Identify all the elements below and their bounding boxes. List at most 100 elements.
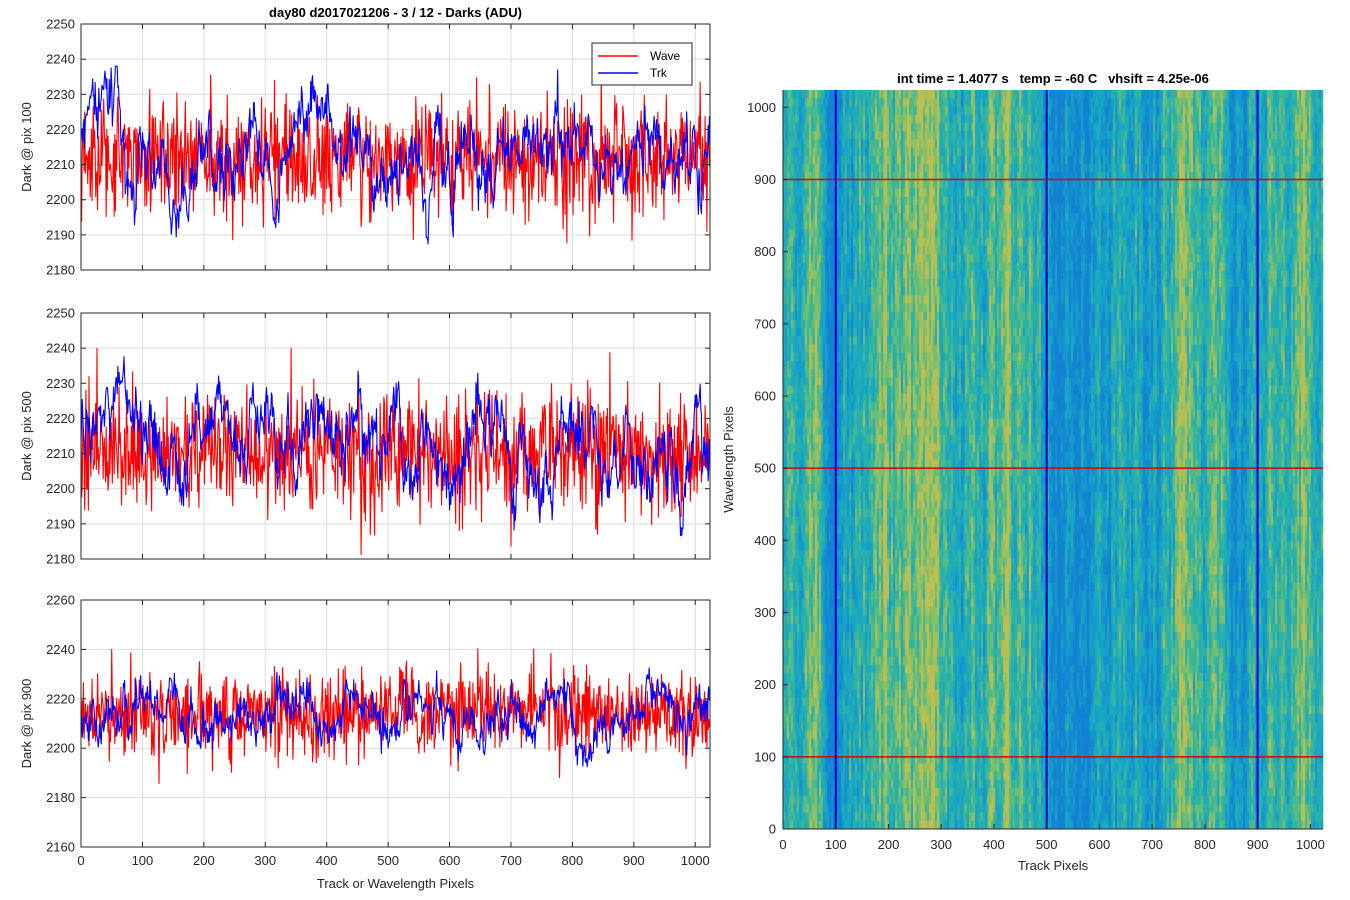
heatmap-cell — [867, 558, 869, 567]
heatmap-cell — [877, 722, 879, 731]
heatmap-cell — [865, 353, 867, 362]
heatmap-cell — [887, 287, 889, 296]
heatmap-cell — [787, 139, 789, 148]
heatmap-cell — [887, 156, 889, 165]
heatmap-cell — [791, 189, 793, 198]
heatmap-cell — [867, 345, 869, 354]
heatmap-cell — [789, 180, 791, 189]
heatmap-cell — [855, 90, 857, 99]
heatmap-cell — [821, 147, 823, 156]
heatmap-cell — [807, 476, 809, 485]
heatmap-cell — [843, 410, 845, 419]
heatmap-cell — [865, 131, 867, 140]
heatmap-cell — [855, 501, 857, 510]
heatmap-cell — [861, 394, 863, 403]
heatmap-cell — [821, 238, 823, 247]
heatmap-cell — [851, 558, 853, 567]
heatmap-cell — [847, 147, 849, 156]
heatmap-cell — [845, 591, 847, 600]
heatmap-cell — [813, 254, 815, 263]
heatmap-cell — [811, 763, 813, 772]
heatmap-cell — [791, 361, 793, 370]
heatmap-cell — [859, 739, 861, 748]
heatmap-cell — [851, 123, 853, 132]
heatmap-cell — [881, 722, 883, 731]
heatmap-cell — [867, 320, 869, 329]
heatmap-cell — [819, 689, 821, 698]
heatmap-cell — [867, 632, 869, 641]
heatmap-cell — [875, 221, 877, 230]
heatmap-cell — [811, 246, 813, 255]
heatmap-cell — [851, 574, 853, 583]
heatmap-cell — [885, 739, 887, 748]
heatmap-cell — [885, 657, 887, 666]
heatmap-cell — [831, 394, 833, 403]
heatmap-cell — [849, 492, 851, 501]
heatmap-cell — [887, 632, 889, 641]
heatmap-cell — [875, 377, 877, 386]
heatmap-cell — [865, 550, 867, 559]
heatmap-cell — [813, 788, 815, 797]
heatmap-cell — [857, 583, 859, 592]
heatmap-cell — [861, 689, 863, 698]
heatmap-cell — [791, 657, 793, 666]
heatmap-cell — [855, 98, 857, 107]
heatmap-cell — [785, 394, 787, 403]
heatmap-cell — [855, 451, 857, 460]
heatmap-cell — [861, 821, 863, 830]
heatmap-cell — [795, 689, 797, 698]
heatmap-cell — [809, 115, 811, 124]
heatmap-cell — [831, 336, 833, 345]
heatmap-cell — [831, 558, 833, 567]
heatmap-cell — [851, 230, 853, 239]
heatmap-cell — [825, 640, 827, 649]
heatmap-cell — [817, 377, 819, 386]
heatmap-cell — [883, 788, 885, 797]
heatmap-cell — [815, 657, 817, 666]
heatmap-cell — [817, 394, 819, 403]
heatmap-cell — [791, 287, 793, 296]
heatmap-cell — [785, 221, 787, 230]
heatmap-cell — [787, 550, 789, 559]
heatmap-cell — [869, 213, 871, 222]
heatmap-cell — [829, 410, 831, 419]
heatmap-cell — [861, 180, 863, 189]
heatmap-cell — [813, 706, 815, 715]
heatmap-cell — [829, 616, 831, 625]
heatmap-cell — [887, 328, 889, 337]
heatmap-cell — [839, 566, 841, 575]
heatmap-cell — [815, 271, 817, 280]
heatmap-cell — [877, 394, 879, 403]
heatmap-cell — [857, 221, 859, 230]
heatmap-cell — [873, 451, 875, 460]
heatmap-cell — [813, 287, 815, 296]
heatmap-cell — [883, 640, 885, 649]
heatmap-cell — [809, 418, 811, 427]
heatmap-cell — [805, 509, 807, 518]
heatmap-cell — [843, 402, 845, 411]
heatmap-cell — [849, 542, 851, 551]
heatmap-cell — [807, 804, 809, 813]
heatmap-cell — [859, 189, 861, 198]
heatmap-cell — [791, 90, 793, 99]
heatmap-cell — [875, 542, 877, 551]
heatmap-cell — [809, 279, 811, 288]
heatmap-cell — [789, 648, 791, 657]
heatmap-cell — [881, 566, 883, 575]
heatmap-cell — [801, 115, 803, 124]
heatmap-cell — [785, 238, 787, 247]
heatmap-cell — [857, 698, 859, 707]
heatmap-cell — [825, 607, 827, 616]
heatmap-cell — [811, 156, 813, 165]
heatmap-cell — [815, 418, 817, 427]
heatmap-cell — [843, 221, 845, 230]
heatmap-cell — [825, 115, 827, 124]
heatmap-cell — [861, 730, 863, 739]
heatmap-cell — [825, 657, 827, 666]
heatmap-cell — [789, 501, 791, 510]
heatmap-cell — [859, 262, 861, 271]
heatmap-cell — [859, 123, 861, 132]
heatmap-cell — [809, 525, 811, 534]
heatmap-cell — [807, 377, 809, 386]
heatmap-cell — [867, 525, 869, 534]
